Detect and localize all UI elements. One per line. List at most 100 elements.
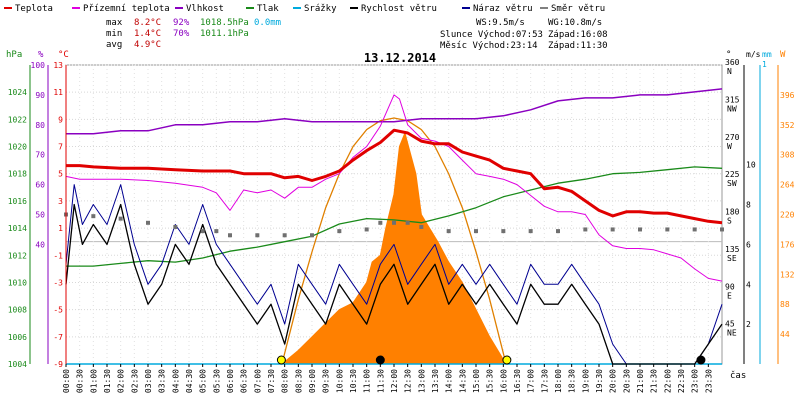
degrees-tick-1: 315 [725,95,740,104]
stats-temp-avg: 4.9°C [134,40,161,50]
hpa-tick-5: 1014 [8,224,27,233]
hpa-tick-2: 1008 [8,306,27,315]
x-tick-label-17: 08:30 [294,369,303,393]
axis-label-wm2: W [780,50,786,60]
x-tick-label-14: 07:00 [253,369,262,393]
legend-label-7: Směr větru [551,4,605,14]
wind-dir-point-5 [200,229,205,234]
x-tick-label-35: 17:30 [540,369,549,393]
percent-tick-4: 80 [35,121,45,130]
x-tick-label-6: 03:00 [144,369,153,393]
ms-tick-0: 2 [746,320,751,329]
wind-dir-point-3 [146,220,150,225]
wind-dir-point-2 [118,216,123,221]
degrees-tick-4: 180 [725,208,740,217]
x-tick-label-30: 15:00 [472,369,481,393]
wind-dir-point-15 [405,220,410,225]
sunset-marker [502,355,512,365]
x-tick-label-9: 04:30 [185,369,194,393]
x-tick-label-11: 05:30 [212,369,221,393]
hpa-tick-7: 1018 [8,170,27,179]
wm2-tick-2: 132 [780,270,795,279]
axis-label-mm: mm [762,50,772,59]
moon-set-info: Západ:11:30 [548,41,608,51]
dir-label-6: E [727,291,732,300]
x-tick-label-40: 20:00 [609,369,618,393]
x-tick-label-13: 06:30 [240,369,249,393]
percent-tick-1: 50 [35,211,45,220]
wm2-tick-5: 264 [780,181,795,190]
wind-dir-point-7 [228,233,232,238]
celsius-tick-9: 9 [58,115,63,124]
stats-hum-min: 70% [173,29,190,39]
degrees-tick-0: 360 [725,58,740,67]
x-tick-label-2: 01:00 [89,369,98,393]
sun-set-info: Západ:16:08 [548,30,608,40]
x-tick-label-36: 18:00 [554,369,563,393]
wm2-tick-1: 88 [780,300,790,309]
moonrise-marker [696,355,706,365]
wm2-tick-0: 44 [780,330,790,339]
series-pressure-line [66,166,723,267]
hpa-tick-6: 1016 [8,197,27,206]
x-tick-label-5: 02:30 [130,369,139,393]
dir-label-1: NW [727,104,737,113]
ms-tick-1: 4 [746,280,751,289]
legend-label-5: Rychlost větru [361,4,437,14]
wind-dir-point-13 [378,220,383,225]
y-axes: 1004100610081010101210141016101810201022… [8,58,795,369]
x-tick-label-38: 19:00 [581,369,590,393]
celsius-tick-3: -3 [53,278,63,287]
wind-dir-point-6 [214,229,219,234]
moon-rise-info: Měsíc Východ:23:14 [440,41,538,51]
hpa-tick-4: 1012 [8,251,27,260]
dir-label-4: S [727,217,732,226]
dir-label-3: SW [727,179,737,188]
celsius-tick-11: 13 [53,61,63,70]
x-axis: 00:00 00:30 01:00 01:30 02:00 02:30 03:00 03:30… [62,364,713,393]
celsius-tick-7: 5 [58,170,63,179]
mm-tick-1: 1 [762,60,767,69]
series-temp-line [66,128,723,225]
wind-dir-point-23 [610,227,615,232]
x-tick-label-46: 23:00 [691,369,700,393]
wind-dir-point-17 [446,229,451,234]
hpa-tick-3: 1010 [8,278,27,287]
ms-tick-2: 6 [746,240,751,249]
stats-hum-max: 92% [173,18,190,28]
percent-tick-2: 60 [35,181,45,190]
percent-tick-3: 70 [35,151,45,160]
degrees-tick-7: 45 [725,320,735,329]
x-tick-label-1: 00:30 [76,369,85,393]
celsius-tick-6: 3 [58,197,63,206]
dir-label-0: N [727,67,732,76]
x-tick-label-28: 14:00 [445,369,454,393]
x-tick-label-4: 02:00 [117,369,126,393]
wind-dir-point-19 [501,229,506,234]
stats-temp-min: 1.4°C [134,29,161,39]
wm2-tick-6: 308 [780,151,795,160]
ms-tick-3: 8 [746,201,751,210]
series-humidity-line [66,88,723,135]
moonset-marker [375,355,385,365]
x-tick-label-31: 15:30 [486,369,495,393]
series-ground-temp-line [65,94,723,282]
wind-dir-point-27 [720,227,724,232]
x-tick-label-27: 13:30 [431,369,440,393]
legend-label-6: Náraz větru [473,4,533,14]
stats-pres-min: 1011.1hPa [200,29,249,39]
x-tick-label-10: 05:00 [199,369,208,393]
ms-tick-4: 10 [746,161,756,170]
x-tick-label-39: 19:30 [595,369,604,393]
stats-label-max: max [106,18,123,28]
percent-tick-6: 100 [31,61,46,70]
x-tick-label-26: 13:00 [417,369,426,393]
wind-dir-point-1 [91,214,96,219]
wind-dir-point-10 [310,233,314,238]
hpa-tick-1: 1006 [8,333,27,342]
axis-label-celsius: °C [58,50,69,60]
x-tick-label-32: 16:00 [499,369,508,393]
x-tick-label-25: 12:30 [404,369,413,393]
x-tick-label-34: 17:00 [527,369,536,393]
wind-dir-point-26 [692,227,697,232]
